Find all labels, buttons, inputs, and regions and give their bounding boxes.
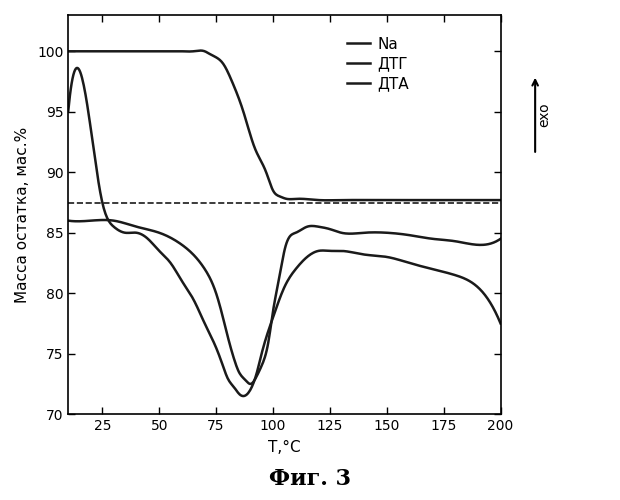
Line: ДТГ: ДТГ	[68, 68, 500, 396]
Na	[488, 197, 495, 203]
Na	[497, 197, 504, 203]
ДТА	[100, 217, 107, 223]
ДТГ	[497, 320, 504, 326]
Line: Na: Na	[68, 50, 500, 201]
Na	[322, 198, 330, 203]
Na	[324, 198, 331, 203]
ДТА	[274, 282, 281, 288]
ДТГ	[488, 302, 495, 308]
ДТГ	[272, 308, 279, 314]
Na	[273, 192, 281, 198]
X-axis label: T,°C: T,°C	[268, 440, 301, 455]
ДТА	[246, 381, 254, 387]
Na	[299, 196, 307, 202]
ДТГ	[420, 264, 428, 270]
Na	[420, 197, 428, 203]
ДТА	[324, 226, 331, 232]
ДТА	[497, 236, 504, 242]
Line: ДТА: ДТА	[68, 220, 500, 384]
Text: Фиг. 3: Фиг. 3	[269, 468, 351, 490]
Na	[64, 48, 72, 54]
Y-axis label: Масса остатка, мас.%: Масса остатка, мас.%	[15, 126, 30, 302]
ДТГ	[239, 393, 247, 399]
ДТГ	[274, 300, 281, 306]
ДТА	[272, 295, 279, 301]
ДТА	[300, 225, 308, 231]
ДТГ	[73, 65, 81, 71]
Na	[197, 48, 205, 54]
Text: exo: exo	[538, 102, 551, 127]
ДТГ	[64, 109, 72, 115]
ДТА	[488, 240, 495, 246]
ДТА	[64, 218, 72, 224]
ДТГ	[300, 257, 308, 263]
ДТГ	[324, 248, 331, 254]
ДТА	[420, 234, 428, 240]
Na	[271, 190, 278, 196]
Legend: Na, ДТГ, ДТА: Na, ДТГ, ДТА	[340, 30, 415, 97]
